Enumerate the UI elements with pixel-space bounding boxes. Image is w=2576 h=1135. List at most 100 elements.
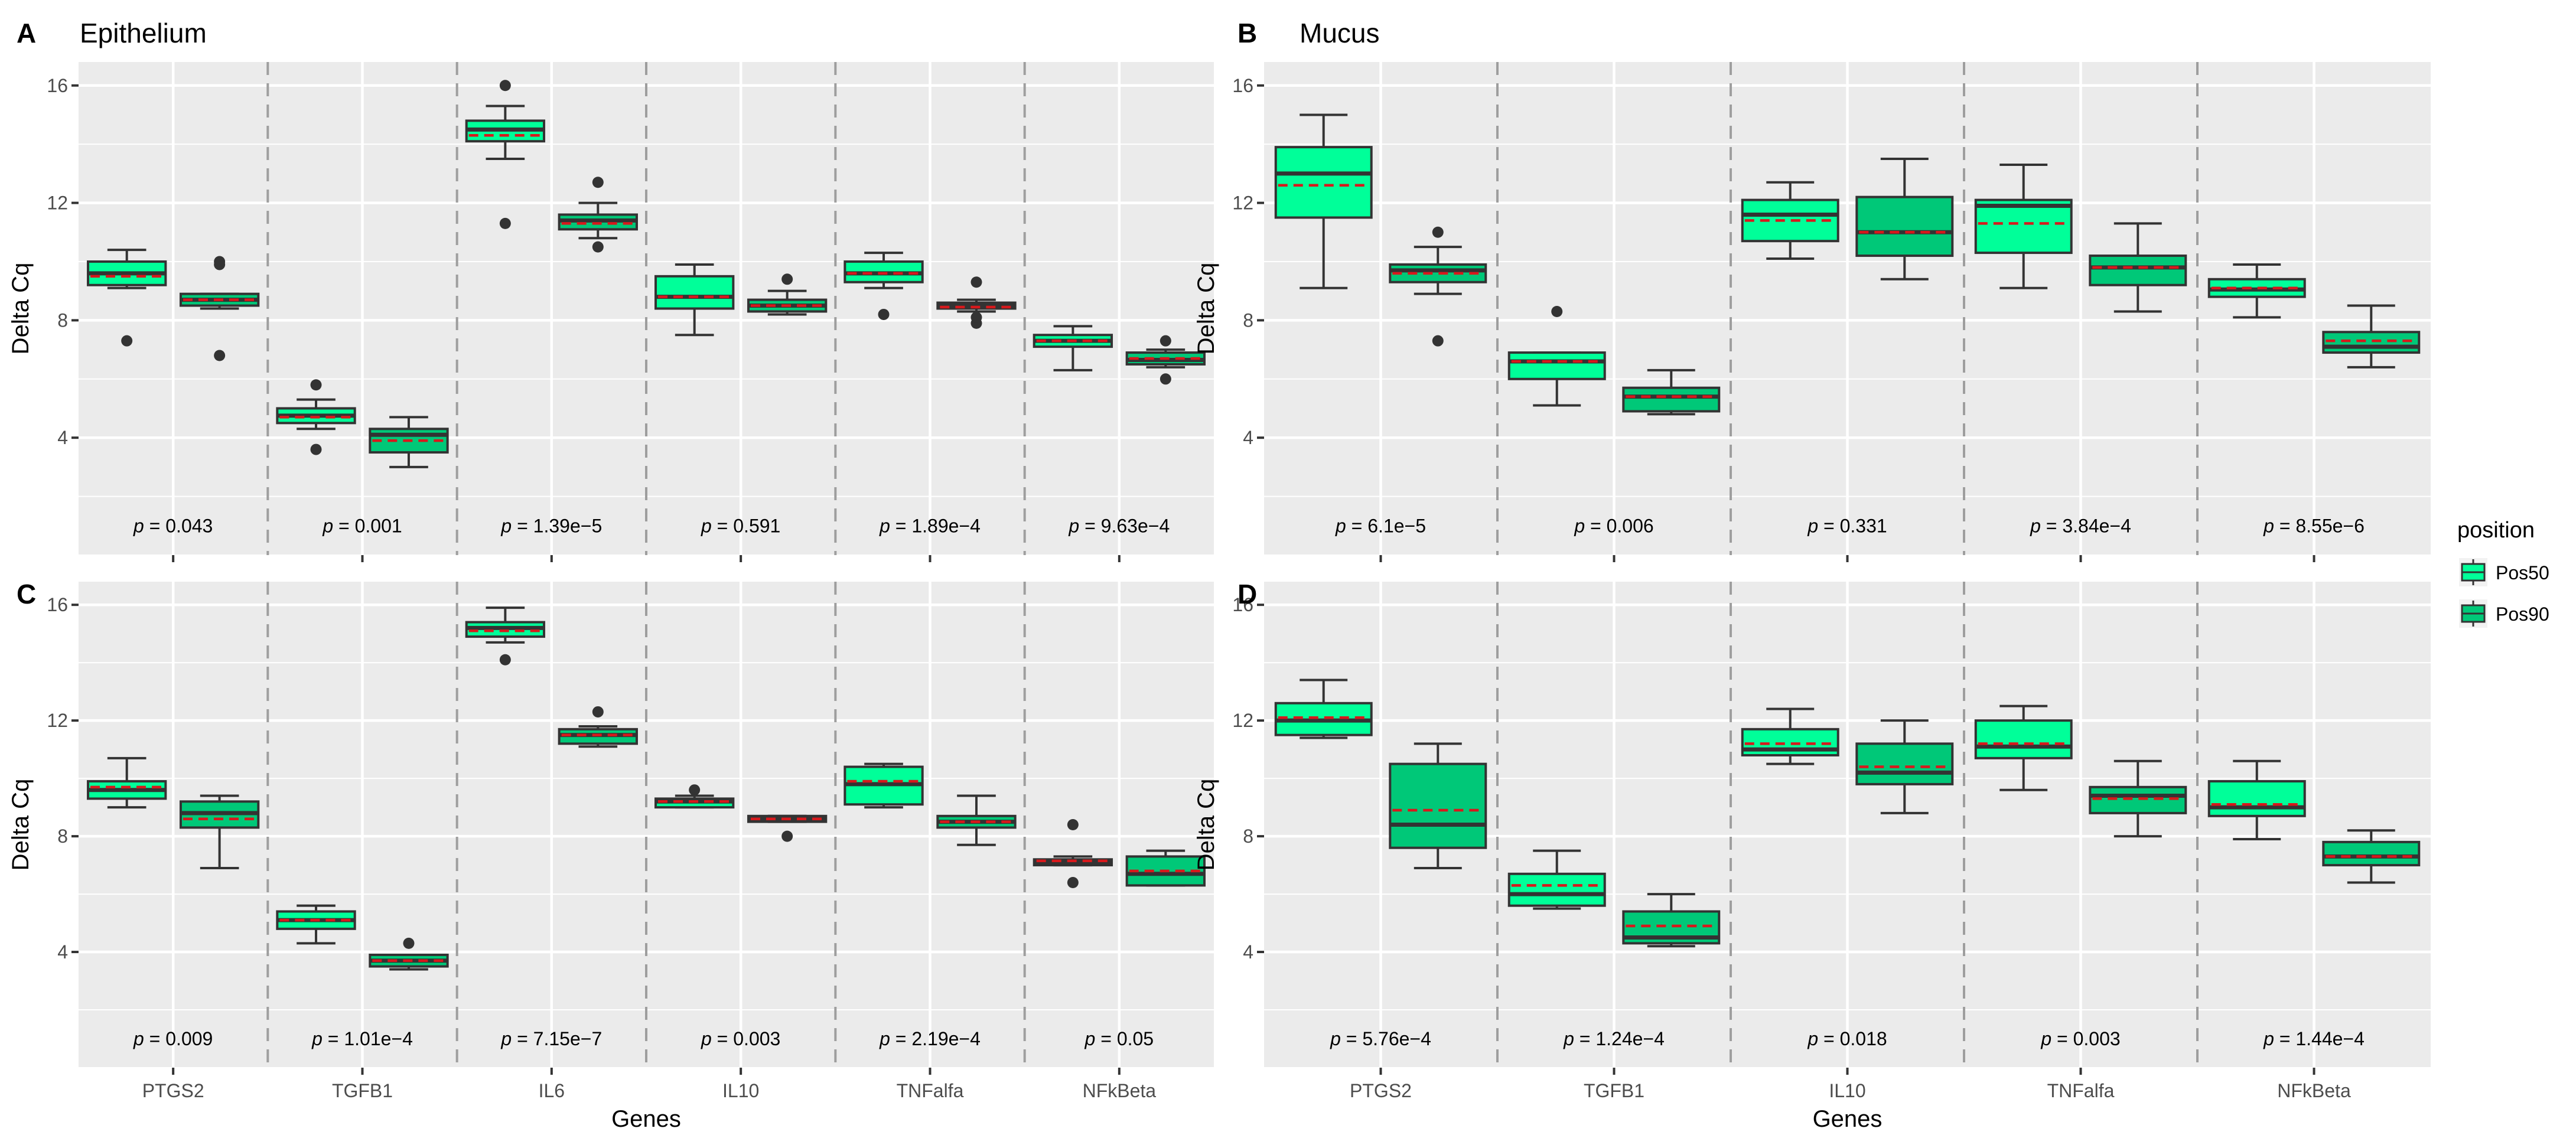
box-nfkbeta-pos50	[2207, 759, 2306, 840]
p-value-nfkbeta: p = 1.44e−4	[2263, 1028, 2365, 1049]
p-value-text: = 0.001	[333, 515, 402, 536]
p-value-text: = 0.006	[1585, 515, 1654, 536]
box-body	[1855, 742, 1954, 785]
x-tick-label-ptgs2: PTGS2	[142, 1080, 204, 1101]
x-tick-label-il10: IL10	[1829, 1080, 1865, 1101]
p-symbol: p	[2263, 515, 2274, 536]
box-tnfalfa-pos90	[2089, 222, 2187, 313]
box-tgfb1-pos50	[276, 379, 356, 455]
p-value-tnfalfa: p = 2.19e−4	[879, 1028, 981, 1049]
box-ptgs2-pos90	[1389, 742, 1487, 869]
outlier-point	[781, 273, 793, 285]
p-value-text: = 1.39e−5	[512, 515, 602, 536]
y-tick-label: 16	[1232, 594, 1253, 615]
p-symbol: p	[133, 515, 144, 536]
x-axis-title: Genes	[1813, 1106, 1883, 1132]
p-value-nfkbeta: p = 0.05	[1085, 1028, 1154, 1049]
box-tnfalfa-pos90	[936, 794, 1017, 846]
panel-tag: A	[17, 18, 36, 48]
panel-title: Mucus	[1300, 18, 1379, 48]
p-value-text: = 5.76e−4	[1341, 1028, 1431, 1049]
p-value-text: = 1.24e−4	[1574, 1028, 1665, 1049]
x-tick-label-nfkbeta: NFkBeta	[1083, 1080, 1157, 1101]
box-body	[2207, 780, 2306, 817]
y-tick-label: 12	[1232, 193, 1253, 214]
p-value-ptgs2: p = 0.043	[133, 515, 213, 536]
p-value-text: = 7.15e−7	[512, 1028, 602, 1049]
outlier-point	[1067, 819, 1079, 830]
p-symbol: p	[1807, 1028, 1818, 1049]
box-tnfalfa-pos50	[844, 762, 924, 809]
outlier-point	[1551, 305, 1563, 317]
box-body	[2089, 255, 2187, 286]
p-value-il10: p = 0.018	[1807, 1028, 1887, 1049]
legend-title: position	[2457, 518, 2535, 543]
y-tick-label: 8	[1243, 309, 1253, 331]
p-symbol: p	[1330, 1028, 1341, 1049]
y-tick-label: 12	[47, 193, 68, 214]
box-ptgs2-pos50	[1274, 113, 1373, 289]
box-il10-pos50	[654, 263, 735, 337]
p-value-text: = 0.003	[712, 1028, 781, 1049]
box-nfkbeta-pos90	[2322, 304, 2421, 368]
box-body	[1974, 198, 2073, 255]
box-nfkbeta-pos90	[2322, 829, 2421, 884]
x-axis-title: Genes	[611, 1106, 681, 1132]
box-il10-pos90	[747, 814, 828, 842]
p-value-text: = 0.05	[1095, 1028, 1154, 1049]
p-value-tgfb1: p = 0.006	[1574, 515, 1653, 536]
p-symbol: p	[2263, 1028, 2274, 1049]
box-body	[1974, 719, 2073, 759]
p-symbol: p	[1335, 515, 1346, 536]
p-value-tgfb1: p = 1.01e−4	[311, 1028, 413, 1049]
p-symbol: p	[879, 1028, 890, 1049]
outlier-point	[781, 830, 793, 842]
panel-d: 4 8 12 16 PTGS2 TGFB1 IL10 TNFalfa NFkBeta Delta …	[1193, 579, 2431, 1132]
panel-tag: C	[17, 579, 36, 609]
x-tick-label-tgfb1: TGFB1	[332, 1080, 393, 1101]
box-il10-pos90	[1855, 719, 1954, 814]
outlier-point	[592, 177, 604, 188]
y-tick-label: 4	[1243, 427, 1253, 448]
p-symbol: p	[311, 1028, 323, 1049]
p-symbol: p	[879, 515, 890, 536]
box-body	[1389, 762, 1487, 849]
box-il6-pos50	[465, 606, 546, 666]
box-ptgs2-pos50	[87, 756, 167, 809]
box-ptgs2-pos50	[87, 249, 167, 347]
box-tgfb1-pos90	[1622, 368, 1721, 416]
outlier-point	[214, 256, 226, 268]
p-symbol: p	[1068, 515, 1079, 536]
p-symbol: p	[500, 515, 512, 536]
box-nfkbeta-pos50	[1033, 819, 1113, 888]
box-body	[2089, 785, 2187, 814]
outlier-point	[1432, 226, 1444, 238]
x-tick-label-il6: IL6	[539, 1080, 565, 1101]
box-tgfb1-pos90	[369, 937, 449, 971]
outlier-point	[499, 654, 511, 666]
p-value-text: = 0.043	[144, 515, 213, 536]
p-value-il6: p = 1.39e−5	[500, 515, 602, 536]
p-symbol: p	[1807, 515, 1818, 536]
box-tgfb1-pos50	[1507, 849, 1606, 910]
p-value-il10: p = 0.331	[1807, 515, 1887, 536]
outlier-point	[592, 706, 604, 717]
y-tick-label: 16	[1232, 75, 1253, 96]
y-tick-label: 12	[1232, 710, 1253, 731]
outlier-point	[121, 335, 133, 347]
outlier-point	[310, 379, 322, 391]
panel-tag: D	[1237, 579, 1257, 609]
outlier-point	[403, 937, 415, 949]
p-value-tnfalfa: p = 3.84e−4	[2030, 515, 2131, 536]
x-tick-label-ptgs2: PTGS2	[1350, 1080, 1412, 1101]
box-tgfb1-pos50	[276, 904, 356, 945]
p-value-ptgs2: p = 0.009	[133, 1028, 213, 1049]
p-value-text: = 1.44e−4	[2274, 1028, 2365, 1049]
p-symbol: p	[500, 1028, 512, 1049]
outlier-point	[1160, 373, 1171, 385]
outlier-point	[499, 80, 511, 92]
x-tick-label-tnfalfa: TNFalfa	[897, 1080, 964, 1101]
p-value-text: = 0.331	[1818, 515, 1887, 536]
